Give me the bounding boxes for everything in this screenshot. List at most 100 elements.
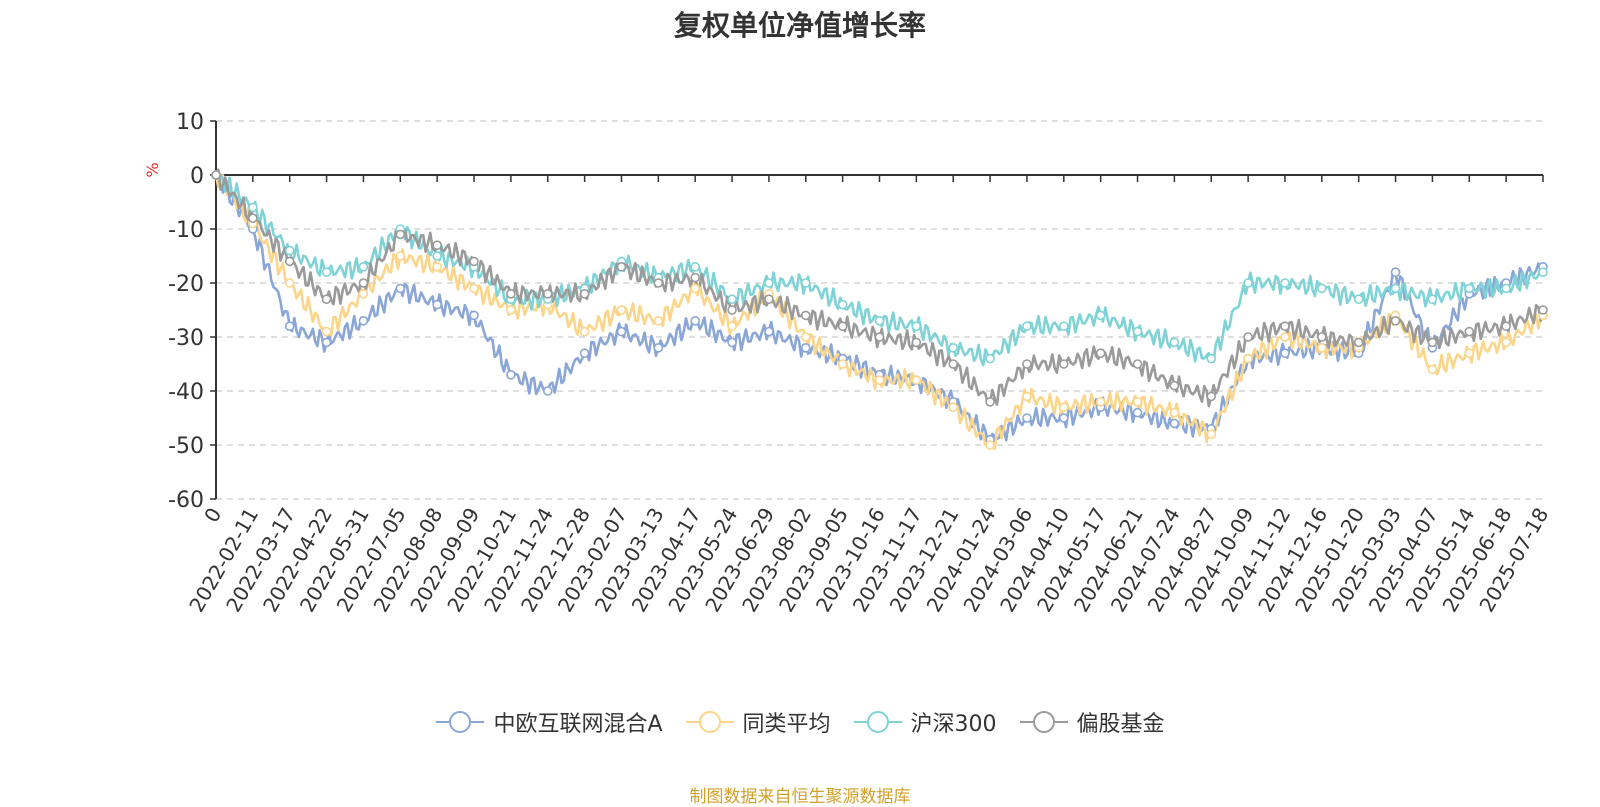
data-point: [1353, 337, 1364, 348]
legend-line-circle-icon: [685, 711, 734, 733]
data-point: [1206, 353, 1217, 364]
data-point: [616, 261, 627, 272]
data-point: [1169, 380, 1180, 391]
chart-title: 复权单位净值增长率: [673, 9, 926, 42]
data-point: [284, 321, 295, 332]
legend-label: 偏股基金: [1076, 712, 1165, 737]
data-point: [1243, 353, 1253, 364]
data-point: [837, 299, 848, 310]
data-point: [800, 342, 811, 353]
legend-label: 中欧互联网混合A: [493, 712, 663, 737]
data-point: [1464, 283, 1475, 294]
data-point: [653, 315, 664, 326]
data-point: [1427, 364, 1438, 375]
data-point: [1022, 391, 1032, 402]
data-point: [1059, 413, 1069, 423]
data-point: [1501, 337, 1511, 348]
data-point: [469, 256, 479, 267]
y-tick-label: -30: [168, 326, 204, 351]
data-point: [948, 402, 959, 413]
data-point: [948, 342, 959, 353]
y-axis-unit: %: [143, 162, 162, 177]
data-point: [1095, 310, 1106, 321]
data-point: [911, 321, 922, 332]
data-point: [948, 359, 959, 369]
data-point: [1243, 278, 1253, 288]
legend-item-1[interactable]: 中欧互联网混合A: [435, 706, 663, 738]
data-point: [1169, 418, 1180, 429]
data-point: [506, 288, 516, 299]
data-point: [874, 375, 885, 386]
data-point: [1501, 321, 1511, 332]
x-tick-label: 0: [199, 504, 226, 527]
legend-line-circle-icon: [436, 711, 485, 733]
data-point: [1317, 342, 1327, 353]
data-point: [506, 369, 516, 380]
data-point: [1353, 294, 1364, 305]
data-point: [1206, 429, 1217, 440]
data-point: [1022, 359, 1032, 369]
data-point: [985, 440, 995, 450]
legend-item-4[interactable]: 偏股基金: [1019, 706, 1165, 738]
data-point: [1169, 337, 1180, 348]
data-point: [1280, 278, 1290, 288]
y-tick-label: -40: [168, 380, 204, 405]
data-point: [1538, 305, 1548, 315]
data-point: [800, 332, 811, 342]
data-point: [432, 261, 442, 272]
data-point: [653, 342, 664, 353]
legend-item-2[interactable]: 同类平均: [685, 706, 831, 738]
data-point: [1390, 315, 1401, 326]
series-markers: [211, 170, 1548, 450]
data-point: [395, 283, 406, 294]
legend-line-circle-icon: [1019, 711, 1068, 733]
data-point: [911, 337, 922, 348]
data-point: [321, 326, 332, 337]
data-point: [653, 278, 664, 288]
data-point: [321, 267, 332, 278]
data-point: [284, 278, 295, 288]
data-point: [727, 294, 737, 305]
series-line-1: [215, 173, 1544, 447]
data-point: [837, 321, 848, 332]
data-point: [1427, 294, 1438, 305]
data-point: [321, 337, 332, 348]
data-point: [211, 170, 221, 180]
data-point: [432, 299, 442, 310]
data-point: [1317, 283, 1327, 294]
data-point: [1501, 283, 1511, 294]
data-point: [837, 359, 848, 369]
data-point: [579, 326, 590, 337]
data-point: [248, 202, 258, 213]
axes: 100-10-20-30-40-50-60%02022-02-112022-03…: [143, 110, 1553, 616]
data-point: [911, 375, 922, 386]
data-point: [542, 288, 553, 299]
data-point: [985, 396, 995, 407]
data-point: [506, 305, 516, 315]
data-point: [542, 386, 553, 396]
data-point: [1095, 348, 1106, 359]
data-point: [1280, 332, 1290, 342]
data-point: [616, 326, 627, 337]
data-point: [1169, 407, 1180, 418]
data-point: [395, 229, 406, 240]
data-point: [764, 278, 774, 288]
data-point: [1538, 267, 1548, 278]
data-point: [1464, 326, 1475, 337]
data-point: [616, 305, 627, 315]
y-tick-label: 0: [190, 164, 204, 189]
data-point: [1464, 348, 1475, 359]
data-point: [579, 288, 590, 299]
data-point: [800, 310, 811, 321]
data-point: [1427, 337, 1438, 348]
data-point: [764, 326, 774, 337]
legend-label: 同类平均: [742, 712, 831, 737]
data-point: [1022, 413, 1032, 423]
legend-item-3[interactable]: 沪深300: [853, 706, 997, 738]
data-point: [469, 283, 479, 294]
legend-label: 沪深300: [910, 712, 997, 737]
data-point: [432, 240, 442, 250]
data-point: [579, 348, 590, 359]
data-point: [1059, 321, 1069, 332]
data-point: [1206, 391, 1217, 402]
